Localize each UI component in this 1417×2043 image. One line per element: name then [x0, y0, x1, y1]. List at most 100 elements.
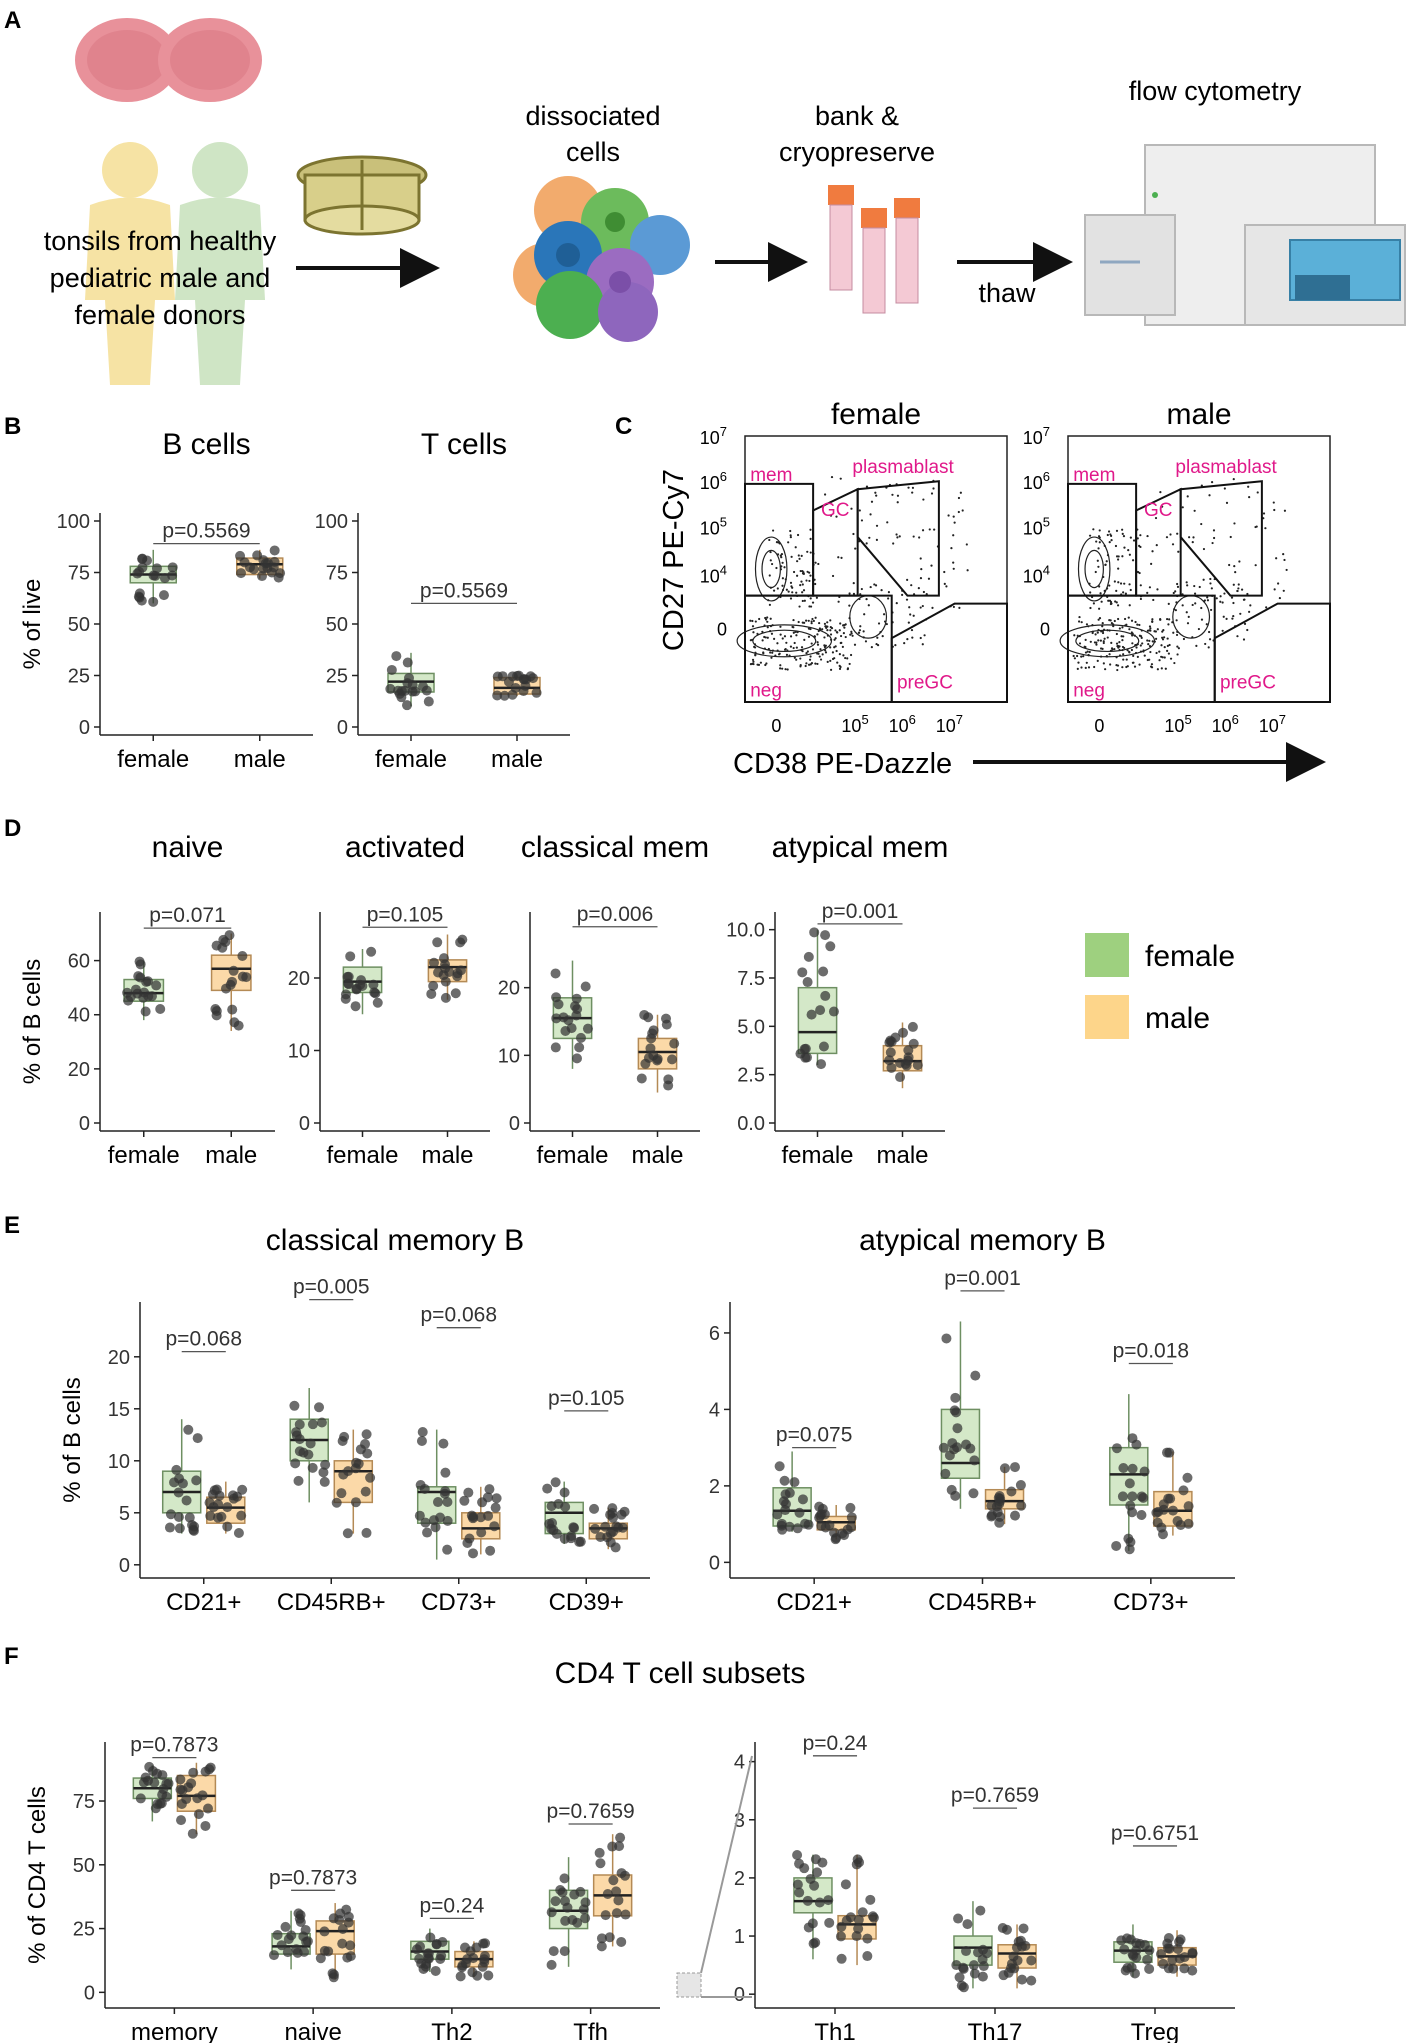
- flow-event: [881, 634, 884, 638]
- data-point: [566, 1023, 577, 1034]
- data-point: [222, 1521, 233, 1532]
- flow-event: [763, 635, 766, 639]
- flow-event: [842, 632, 845, 635]
- flow-x-tick-label: 106: [1212, 712, 1239, 736]
- flow-event: [829, 514, 833, 517]
- data-point: [595, 1531, 606, 1542]
- flow-event: [807, 627, 811, 630]
- data-point: [953, 1913, 964, 1924]
- flow-event: [1076, 654, 1079, 658]
- legend-female-label: female: [1145, 940, 1235, 973]
- data-point: [417, 1427, 428, 1438]
- flow-event: [873, 583, 876, 586]
- flow-event: [1163, 636, 1166, 639]
- data-point: [485, 1545, 496, 1556]
- flow-event: [1128, 650, 1131, 654]
- flow-event: [809, 537, 812, 540]
- data-point: [430, 1965, 441, 1976]
- flow-event: [1122, 658, 1125, 661]
- data-point: [360, 1439, 371, 1450]
- flow-event: [858, 629, 862, 632]
- data-point: [440, 959, 451, 970]
- flow-event: [1092, 528, 1095, 531]
- flow-event: [1150, 666, 1154, 669]
- flow-event: [1125, 665, 1128, 669]
- data-point: [289, 1400, 300, 1411]
- flow-event: [770, 656, 773, 659]
- flow-event: [1080, 655, 1083, 658]
- pvalue-label: p=0.005: [293, 1276, 370, 1299]
- y-axis-label: % of CD4 T cells: [24, 1786, 51, 1964]
- flow-event: [809, 655, 812, 658]
- flow-event: [805, 662, 808, 665]
- flow-event: [1101, 625, 1104, 628]
- flow-event: [1186, 584, 1189, 587]
- flow-event: [768, 574, 771, 577]
- flow-event: [1186, 622, 1190, 625]
- data-point: [151, 980, 162, 991]
- flow-event: [808, 605, 811, 608]
- flow-event: [1193, 584, 1196, 588]
- data-point: [475, 1512, 486, 1523]
- flow-event: [1185, 611, 1188, 614]
- data-point: [867, 1911, 878, 1922]
- flow-event: [1158, 650, 1161, 653]
- flow-event: [792, 626, 795, 629]
- data-point: [213, 1499, 224, 1510]
- flow-event: [1212, 536, 1216, 540]
- flow-event: [1082, 655, 1085, 658]
- flow-event: [1197, 627, 1200, 631]
- flow-event: [1095, 540, 1098, 543]
- data-point: [846, 1512, 857, 1523]
- flow-event: [1166, 617, 1169, 621]
- flow-event: [1139, 597, 1143, 601]
- flow-event: [1110, 539, 1113, 542]
- gate-plasmablast: [856, 480, 940, 597]
- flow-plot-frame: [744, 435, 1008, 703]
- data-point: [845, 1502, 856, 1513]
- flow-event: [1177, 647, 1180, 650]
- flow-event: [1149, 650, 1152, 654]
- data-point: [789, 1477, 800, 1488]
- flow-x-tick-label: 0: [771, 716, 781, 736]
- data-point: [640, 1058, 651, 1069]
- y-axis-label: % of B cells: [59, 1377, 86, 1502]
- flow-event: [910, 628, 914, 632]
- flow-event: [1148, 644, 1152, 648]
- data-point: [1153, 1506, 1164, 1517]
- y-tick-label: 20: [498, 978, 520, 1000]
- data-point: [468, 1511, 479, 1522]
- data-point: [575, 1886, 586, 1897]
- flow-event: [824, 625, 827, 628]
- flow-event: [794, 546, 797, 549]
- data-point: [319, 1926, 330, 1937]
- data-point: [136, 595, 147, 606]
- flow-event: [1099, 639, 1102, 642]
- flow-event: [1161, 636, 1164, 639]
- flow-event: [791, 591, 794, 594]
- flow-event: [1080, 666, 1083, 669]
- flow-event: [1186, 495, 1189, 498]
- flow-event: [1113, 619, 1116, 623]
- flow-event: [817, 562, 820, 566]
- chart-title: atypical mem: [772, 831, 949, 864]
- panel-d: D 0 20 40 60 % of B cells naive female male p=0.…: [4, 815, 1235, 1169]
- data-point: [173, 1511, 184, 1522]
- data-point: [164, 1522, 175, 1533]
- flow-event: [807, 663, 811, 666]
- data-point: [440, 1467, 451, 1478]
- flow-event: [1146, 639, 1149, 642]
- data-point: [192, 1433, 203, 1444]
- flow-event: [1225, 501, 1229, 504]
- data-point: [551, 1013, 562, 1024]
- flow-event: [887, 591, 891, 594]
- data-point: [1006, 1958, 1017, 1969]
- flow-event: [789, 635, 793, 638]
- data-point: [151, 563, 162, 574]
- flow-event: [911, 491, 914, 494]
- flow-event: [943, 570, 946, 574]
- data-point: [343, 1917, 354, 1928]
- flow-event: [1231, 617, 1234, 620]
- chart-classical-mem: 0 10 20 classical mem female male p=0.006: [498, 831, 709, 1169]
- flow-event: [1138, 623, 1141, 627]
